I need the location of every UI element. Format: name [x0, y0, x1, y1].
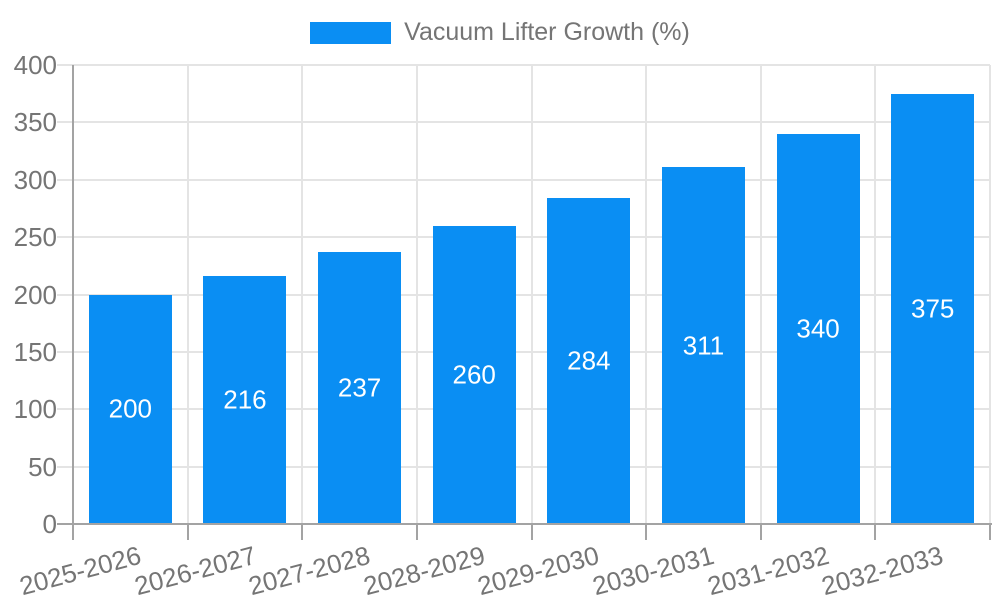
- bar-value-label: 200: [108, 393, 153, 424]
- bar-value-label: 340: [796, 313, 840, 344]
- gridline-h: [57, 293, 990, 296]
- gridline-v: [645, 65, 648, 524]
- y-axis-tick-label: 250: [13, 222, 57, 253]
- x-tick: [530, 524, 533, 540]
- gridline-v: [415, 65, 418, 524]
- x-tick: [186, 524, 189, 540]
- x-axis-tick-label: 2028-2029: [360, 540, 488, 600]
- gridline-v: [186, 65, 189, 524]
- gridline-v: [989, 65, 991, 524]
- bar-value-label: 311: [682, 330, 725, 361]
- y-axis-tick-label: 50: [28, 451, 57, 482]
- gridline-v: [530, 65, 533, 524]
- x-tick: [874, 524, 877, 540]
- x-axis-tick-label: 2030-2031: [589, 540, 718, 600]
- y-axis-tick-label: 200: [13, 279, 57, 310]
- bar: [432, 225, 516, 524]
- x-axis-line: [57, 523, 992, 525]
- x-tick: [301, 524, 304, 540]
- gridline-h: [57, 408, 990, 411]
- gridline-h: [57, 121, 990, 124]
- y-axis-tick-label: 300: [13, 164, 57, 195]
- bar-value-label: 216: [223, 384, 267, 415]
- y-axis-tick-label: 0: [42, 509, 57, 539]
- x-axis-tick-label: 2029-2030: [474, 540, 603, 600]
- y-axis-line: [72, 65, 74, 540]
- x-axis-tick-label: 2032-2033: [818, 540, 947, 600]
- gridline-h: [57, 465, 990, 468]
- bar-value-label: 237: [337, 372, 382, 403]
- legend-swatch: [310, 21, 392, 44]
- bar: [891, 93, 975, 524]
- gridline-h: [57, 350, 990, 353]
- bar-value-label: 284: [567, 345, 611, 376]
- x-axis-tick-label: 2026-2027: [130, 540, 259, 600]
- gridline-h: [57, 236, 990, 239]
- bar: [547, 198, 631, 524]
- y-axis-tick-label: 100: [13, 394, 57, 425]
- bar-value-label: 260: [452, 359, 496, 390]
- bar-value-label: 375: [910, 293, 955, 324]
- x-tick: [645, 524, 648, 540]
- y-axis-tick-label: 400: [13, 50, 57, 80]
- bar: [776, 133, 860, 524]
- y-axis-tick-label: 350: [13, 107, 57, 138]
- x-tick: [989, 524, 991, 540]
- x-axis-tick-label: 2025-2026: [16, 540, 145, 600]
- bar: [203, 276, 287, 524]
- y-axis-tick-label: 150: [13, 336, 57, 367]
- bar: [88, 294, 172, 524]
- bar: [318, 252, 402, 524]
- legend-label: Vacuum Lifter Growth (%): [404, 18, 690, 46]
- gridline-v: [874, 65, 877, 524]
- x-axis-tick-label: 2031-2032: [703, 540, 832, 600]
- gridline-h: [57, 178, 990, 181]
- x-tick: [415, 524, 418, 540]
- x-axis-tick-label: 2027-2028: [245, 540, 374, 600]
- gridline-v: [759, 65, 762, 524]
- gridline-h: [57, 64, 990, 66]
- legend: Vacuum Lifter Growth (%): [0, 18, 1000, 47]
- x-tick: [759, 524, 762, 540]
- gridline-v: [301, 65, 304, 524]
- bar: [661, 167, 745, 524]
